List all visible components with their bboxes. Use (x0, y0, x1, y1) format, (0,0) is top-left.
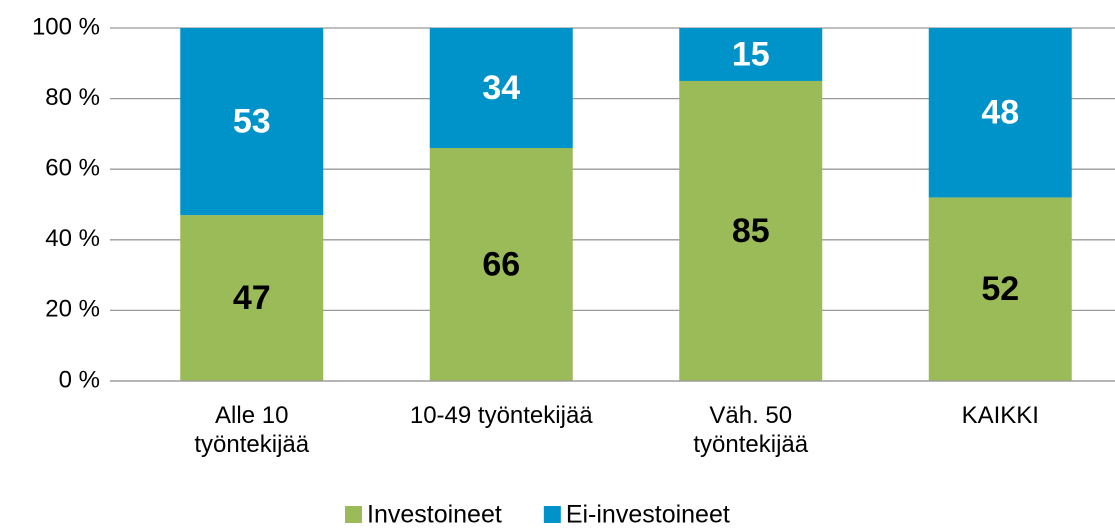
legend-swatch (543, 506, 561, 523)
y-tick-label: 100 % (32, 13, 100, 40)
bar-segment (679, 28, 823, 81)
data-label: 66 (482, 245, 520, 283)
bar-segment (429, 28, 573, 149)
bar-segment (429, 148, 573, 381)
data-label: 15 (732, 35, 770, 73)
bar-segment (180, 215, 324, 381)
data-label: 34 (482, 69, 520, 107)
y-tick-label: 60 % (45, 155, 100, 182)
bar-segment (928, 197, 1072, 381)
bar-segment (928, 28, 1072, 198)
x-tick-label: 10-49 työntekijää (409, 402, 593, 429)
x-tick-label: Alle 10 työntekijää (194, 402, 310, 458)
bar-segment (180, 28, 324, 216)
data-label: 53 (233, 103, 271, 141)
bar-segment (679, 80, 823, 381)
legend-label: Ei-investoineet (566, 501, 730, 529)
data-label: 48 (981, 94, 1019, 132)
data-label: 47 (233, 279, 271, 317)
legend-swatch (345, 506, 362, 523)
x-tick-label: Väh. 50 työntekijää (693, 402, 809, 458)
y-tick-label: 0 % (59, 366, 100, 393)
legend-label: Investoineet (367, 501, 502, 529)
data-label: 85 (732, 212, 770, 250)
data-label: 52 (981, 270, 1019, 308)
y-tick-label: 80 % (45, 84, 100, 111)
y-tick-label: 40 % (45, 225, 100, 252)
x-tick-label: KAIKKI (961, 402, 1039, 429)
y-tick-label: 20 % (45, 296, 100, 323)
